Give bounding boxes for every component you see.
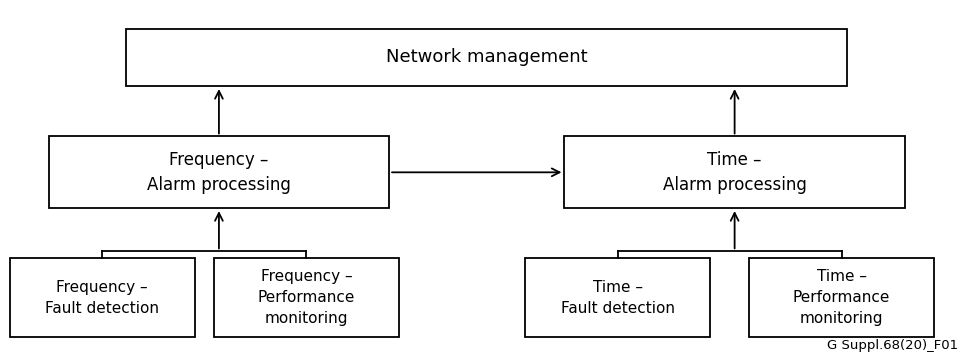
- FancyBboxPatch shape: [525, 258, 710, 337]
- FancyBboxPatch shape: [214, 258, 399, 337]
- Text: G Suppl.68(20)_F01: G Suppl.68(20)_F01: [827, 339, 958, 352]
- FancyBboxPatch shape: [564, 136, 905, 208]
- Text: Time –
Alarm processing: Time – Alarm processing: [663, 151, 807, 194]
- FancyBboxPatch shape: [49, 136, 389, 208]
- Text: Frequency –
Alarm processing: Frequency – Alarm processing: [147, 151, 291, 194]
- Text: Frequency –
Performance
monitoring: Frequency – Performance monitoring: [258, 270, 355, 326]
- FancyBboxPatch shape: [749, 258, 934, 337]
- Text: Time –
Performance
monitoring: Time – Performance monitoring: [793, 270, 890, 326]
- Text: Frequency –
Fault detection: Frequency – Fault detection: [45, 280, 160, 316]
- FancyBboxPatch shape: [126, 29, 847, 86]
- Text: Network management: Network management: [385, 48, 588, 66]
- FancyBboxPatch shape: [10, 258, 195, 337]
- Text: Time –
Fault detection: Time – Fault detection: [560, 280, 675, 316]
